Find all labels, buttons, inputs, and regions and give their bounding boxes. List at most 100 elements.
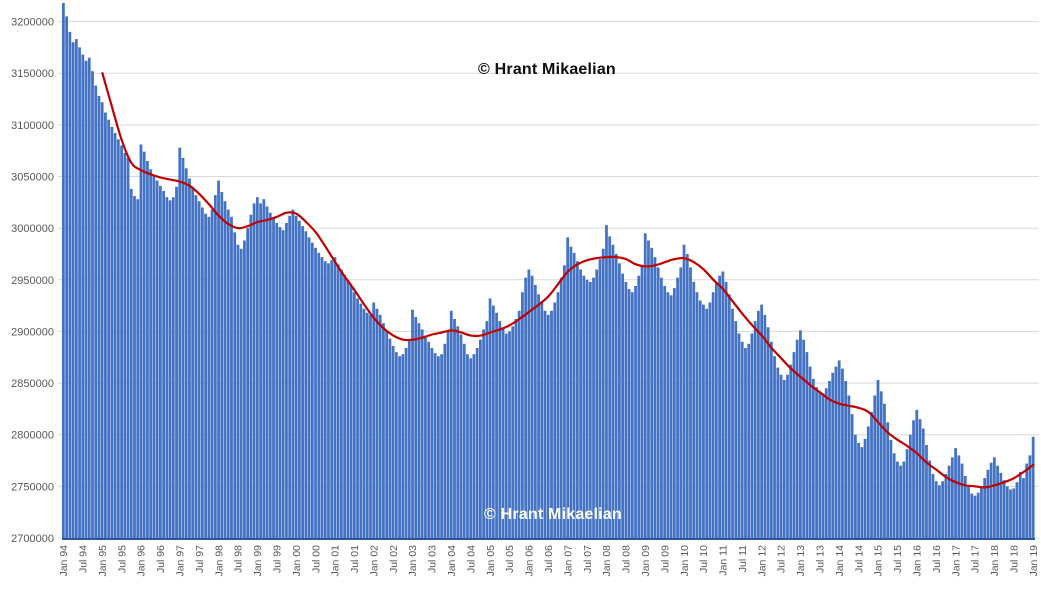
population-bar (734, 321, 738, 538)
population-bar (511, 326, 515, 538)
population-bar (369, 314, 372, 538)
population-bar (440, 354, 443, 538)
population-bar (592, 277, 595, 538)
population-bar (999, 472, 1003, 538)
population-bar (278, 227, 282, 538)
population-bar (724, 281, 728, 538)
population-bar (799, 330, 802, 538)
population-bar (763, 314, 767, 538)
population-bar (204, 213, 208, 538)
population-bar (957, 455, 961, 538)
population-bar (553, 302, 557, 538)
population-bar (653, 257, 657, 538)
y-axis-tick-label: 2750000 (11, 481, 54, 493)
population-bar (87, 57, 91, 538)
population-bar (359, 303, 363, 538)
x-axis-tick-label: Jan 13 (795, 545, 807, 577)
population-bar (255, 197, 259, 538)
population-bar (482, 329, 486, 538)
population-bar (391, 345, 395, 538)
population-bar (152, 175, 156, 538)
population-bar (281, 230, 285, 538)
y-axis-tick-label: 2700000 (11, 533, 54, 545)
population-bar (188, 178, 191, 538)
population-bar (569, 246, 573, 538)
population-bar (469, 358, 473, 538)
population-bar (540, 302, 544, 538)
population-bar (679, 267, 683, 538)
population-bar (682, 244, 686, 538)
population-bar (388, 338, 392, 538)
population-bar (737, 333, 741, 538)
population-bar (243, 240, 246, 538)
population-bar (385, 331, 389, 538)
population-bar (1009, 489, 1012, 538)
population-bar (627, 289, 631, 538)
population-bar (365, 312, 369, 538)
population-bar (291, 209, 295, 538)
population-bar (346, 279, 350, 538)
population-bar (598, 259, 602, 538)
population-bar (605, 225, 608, 538)
x-axis-tick-label: Jul 10 (698, 545, 710, 573)
trend-line (101, 72, 1035, 489)
population-bar (268, 212, 272, 538)
population-bar (317, 252, 321, 538)
population-bar (158, 185, 162, 539)
population-bar (479, 339, 482, 538)
population-bar (168, 200, 172, 539)
population-bar (472, 354, 476, 538)
population-bar (666, 292, 670, 538)
population-bar (960, 463, 964, 538)
population-bar (556, 292, 560, 538)
population-bar (343, 274, 347, 538)
population-bar (795, 339, 799, 538)
population-bar (702, 304, 705, 538)
population-bar (84, 60, 88, 539)
population-bar (811, 378, 815, 538)
population-bar (721, 271, 725, 538)
population-bar (320, 257, 324, 538)
population-bar (411, 309, 414, 538)
population-bar (288, 215, 292, 539)
x-axis-tick-label: Jul 15 (892, 545, 904, 573)
population-bar (1028, 455, 1032, 538)
population-bar (643, 233, 647, 539)
population-bar (424, 335, 427, 538)
x-axis-tick-label: Jul 01 (349, 545, 361, 573)
population-bar (275, 223, 279, 538)
population-bar (446, 331, 450, 538)
x-axis-tick-label: Jan 09 (640, 545, 652, 577)
population-bar (731, 308, 734, 538)
population-bar (947, 465, 951, 538)
population-bar (294, 215, 298, 539)
population-bar (485, 321, 489, 538)
population-bar (976, 492, 980, 538)
population-bar (230, 216, 233, 539)
x-axis-tick-label: Jan 04 (446, 545, 458, 577)
x-axis-tick-label: Jan 02 (368, 545, 380, 577)
population-bar (94, 85, 98, 538)
population-bar (327, 263, 330, 538)
x-axis-tick-label: Jan 08 (601, 545, 613, 577)
population-bar (155, 180, 159, 538)
population-bar (905, 449, 909, 538)
population-bar (249, 214, 253, 538)
population-bar (718, 275, 721, 538)
x-axis-tick-label: Jan 16 (912, 545, 924, 577)
population-bar (805, 352, 809, 538)
population-bar (233, 232, 237, 539)
population-bar (414, 317, 418, 538)
x-axis-tick-label: Jul 99 (272, 545, 284, 573)
population-bar (301, 226, 304, 538)
population-bar (62, 3, 65, 538)
population-bar (889, 439, 893, 538)
x-axis-tick-label: Jul 09 (659, 545, 671, 573)
x-axis-tick-label: Jan 11 (718, 545, 730, 576)
population-bar (162, 191, 165, 538)
population-bar (459, 334, 463, 538)
population-bar (262, 199, 266, 538)
x-axis-tick-label: Jul 07 (582, 545, 594, 573)
population-bar (136, 199, 140, 538)
y-axis-tick-label: 2900000 (11, 326, 54, 338)
